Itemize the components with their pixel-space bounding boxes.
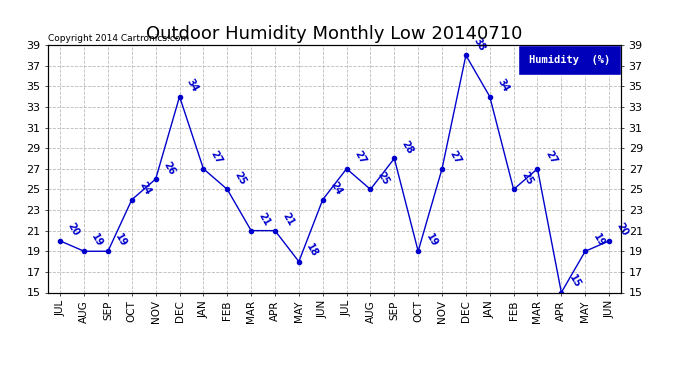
Text: 15: 15 — [567, 273, 582, 290]
Text: 21: 21 — [281, 211, 296, 228]
Text: 34: 34 — [495, 77, 511, 94]
Text: 27: 27 — [448, 149, 463, 166]
Text: 21: 21 — [257, 211, 272, 228]
Text: 27: 27 — [352, 149, 368, 166]
Text: 38: 38 — [471, 36, 487, 52]
Text: 20: 20 — [66, 222, 81, 238]
Text: 19: 19 — [591, 232, 607, 249]
Text: 27: 27 — [543, 149, 558, 166]
Text: 19: 19 — [114, 232, 129, 249]
Text: 19: 19 — [90, 232, 105, 249]
Text: 20: 20 — [615, 222, 630, 238]
Text: 25: 25 — [519, 170, 535, 187]
Text: 27: 27 — [209, 149, 224, 166]
Text: 25: 25 — [376, 170, 391, 187]
Text: Copyright 2014 Cartronics.com: Copyright 2014 Cartronics.com — [48, 33, 190, 42]
Text: 26: 26 — [161, 160, 177, 176]
Text: 28: 28 — [400, 139, 415, 156]
Title: Outdoor Humidity Monthly Low 20140710: Outdoor Humidity Monthly Low 20140710 — [146, 26, 523, 44]
Text: 19: 19 — [424, 232, 439, 249]
Text: 18: 18 — [304, 242, 320, 259]
Text: 25: 25 — [233, 170, 248, 187]
Text: 24: 24 — [137, 180, 152, 197]
Text: 34: 34 — [185, 77, 201, 94]
Text: 24: 24 — [328, 180, 344, 197]
